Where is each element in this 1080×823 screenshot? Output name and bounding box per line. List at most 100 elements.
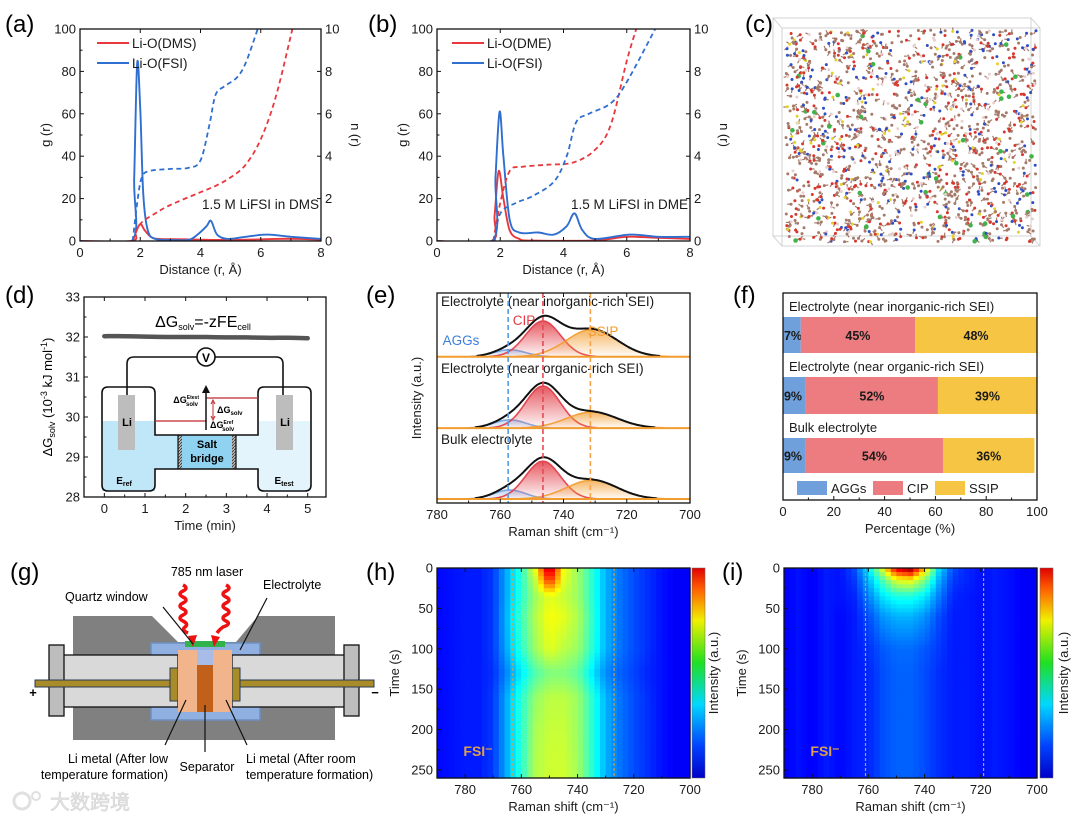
atom <box>835 92 840 98</box>
heatmap-cell <box>560 741 567 747</box>
heatmap-cell <box>560 572 567 577</box>
heatmap-cell <box>650 588 657 593</box>
heatmap-cell <box>656 660 663 666</box>
heatmap-cell <box>605 689 612 694</box>
heatmap-cell <box>538 737 545 743</box>
atom <box>944 105 948 109</box>
atom <box>830 154 833 158</box>
heatmap-cell <box>628 725 635 731</box>
heatmap-cell <box>560 717 567 722</box>
heatmap-cell <box>594 701 601 706</box>
heatmap-cell <box>633 769 640 775</box>
atom <box>908 122 912 126</box>
atom <box>960 126 964 130</box>
heatmap-cell <box>453 608 461 613</box>
heatmap-cell <box>650 673 657 678</box>
atom <box>896 215 900 219</box>
electrolyte-label: Electrolyte <box>263 578 321 592</box>
atom <box>1013 74 1018 79</box>
atom <box>795 54 799 58</box>
heatmap-cell <box>577 616 584 622</box>
heatmap-cell <box>555 757 562 763</box>
atom <box>1010 220 1014 223</box>
right-current-collector <box>231 679 375 688</box>
heatmap-cell <box>622 608 629 613</box>
heatmap-cell <box>482 664 489 670</box>
atom <box>1020 114 1024 118</box>
heatmap-cell <box>538 733 545 739</box>
heatmap-cell <box>555 737 562 743</box>
x-tick-label: 1 <box>141 501 148 516</box>
heatmap-cell <box>448 733 455 739</box>
atom <box>1022 194 1026 198</box>
heatmap-cell <box>448 660 455 666</box>
atom <box>807 33 811 36</box>
heatmap-cell <box>538 705 545 710</box>
atom <box>899 148 903 152</box>
heatmap-cell <box>667 677 674 682</box>
heatmap-cell <box>549 701 556 706</box>
heatmap-cell <box>482 685 489 690</box>
atom <box>947 124 951 128</box>
atom <box>913 43 916 47</box>
heatmap-cell <box>667 632 674 638</box>
heatmap-cell <box>555 745 562 751</box>
atom <box>925 228 929 232</box>
heatmap-cell <box>549 620 556 626</box>
heatmap-cell <box>577 576 584 581</box>
atom <box>903 201 907 205</box>
atom <box>809 88 813 92</box>
x-tick-label: 5 <box>304 501 311 516</box>
heatmap-cell <box>527 689 534 694</box>
heatmap-cell <box>566 717 573 722</box>
atom <box>986 129 990 133</box>
atom <box>1015 184 1019 188</box>
heatmap-cell <box>678 709 685 714</box>
heatmap-cell <box>588 709 595 714</box>
atom <box>857 217 861 221</box>
heatmap-cell <box>583 592 590 597</box>
heatmap-cell <box>656 725 663 731</box>
heatmap-cell <box>498 656 505 662</box>
atom <box>863 116 867 120</box>
heatmap-cell <box>628 673 635 678</box>
atom <box>863 149 867 153</box>
heatmap-cell <box>459 660 466 666</box>
atom <box>812 211 816 215</box>
heatmap-cell <box>521 705 528 710</box>
heatmap-cell <box>442 733 449 739</box>
atom <box>838 81 842 85</box>
atom <box>972 175 976 179</box>
atom <box>955 181 959 185</box>
heatmap-cell <box>616 669 624 674</box>
heatmap-cell <box>560 749 567 755</box>
heatmap-cell <box>521 612 528 617</box>
heatmap-cell <box>527 580 534 585</box>
heatmap-cell <box>566 745 573 751</box>
x-tick-label: 740 <box>553 507 575 522</box>
heatmap-cell <box>476 664 483 670</box>
heatmap-cell <box>667 580 674 585</box>
fsi-annotation: FSI⁻ <box>463 743 492 759</box>
y2-tick-label: 10 <box>325 22 339 37</box>
heatmap-cell <box>538 616 545 622</box>
heatmap-cell <box>583 620 590 626</box>
heatmap-cell <box>600 644 607 650</box>
heatmap-cell <box>442 765 449 771</box>
heatmap-cell <box>656 721 663 727</box>
heatmap-cell <box>538 568 545 573</box>
heatmap-cell <box>487 596 494 601</box>
heatmap-cell <box>583 604 590 609</box>
atom <box>918 195 922 199</box>
heatmap-cell <box>437 673 444 678</box>
heatmap-cell <box>555 632 562 638</box>
heatmap-cell <box>493 757 500 763</box>
atom <box>888 30 891 34</box>
atom <box>1024 106 1028 110</box>
atom <box>815 211 819 215</box>
heatmap-cell <box>538 745 545 751</box>
heatmap-cell <box>560 769 567 775</box>
heatmap-cell <box>521 628 528 634</box>
atom <box>1008 176 1012 180</box>
heatmap-cell <box>667 709 674 714</box>
